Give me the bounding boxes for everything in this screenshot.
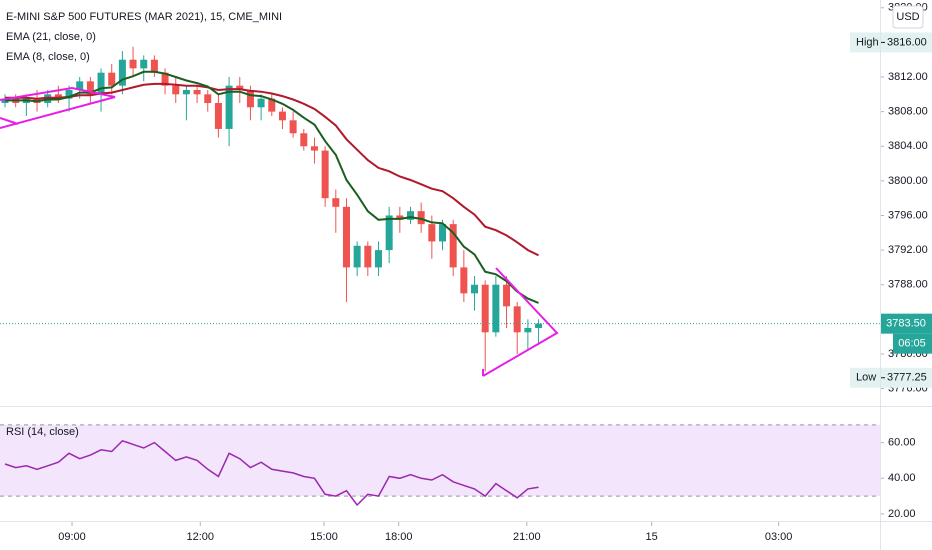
candle-body <box>417 211 425 225</box>
marker-box <box>850 367 932 388</box>
ema-line <box>5 70 539 304</box>
marker-value: 3777.25 <box>887 372 927 384</box>
candle-body <box>524 327 532 333</box>
candle-body <box>535 323 543 328</box>
currency-box[interactable] <box>892 5 924 29</box>
rsi-pane: 20.00 40.00 60.00 <box>0 424 916 520</box>
candle-body <box>503 284 511 307</box>
candle-body <box>129 59 137 69</box>
candle-body <box>513 306 521 333</box>
x-tick-label: 15:00 <box>310 531 338 543</box>
candle-body <box>140 59 148 69</box>
candle-body <box>332 198 340 207</box>
candle-body <box>236 85 244 90</box>
candle-body <box>300 133 308 147</box>
candle-body <box>86 81 94 95</box>
y-tick-label: 60.00 <box>888 437 916 449</box>
candle-body <box>214 102 222 129</box>
candle-body <box>406 211 414 220</box>
candle-body <box>268 98 276 112</box>
currency: USD <box>896 11 919 23</box>
rsi-line <box>4 439 539 507</box>
candle-body <box>492 284 500 333</box>
candle-body <box>76 81 84 90</box>
marker-box <box>850 32 932 53</box>
marker-name: High <box>856 36 879 48</box>
candle-body <box>118 59 126 86</box>
marker-name: Low <box>856 372 876 384</box>
candle-body <box>310 146 318 151</box>
ema-line <box>5 82 539 257</box>
candle-body <box>396 215 404 220</box>
candle-body <box>108 72 116 86</box>
candle-body <box>342 206 350 268</box>
y-tick-label: 3804.00 <box>888 140 928 152</box>
x-tick-label: 12:00 <box>187 531 215 543</box>
candle-body <box>65 90 73 99</box>
legend-entry: EMA (21, close, 0) <box>6 31 96 43</box>
y-tick-label: 40.00 <box>888 472 916 484</box>
marker-value: 3816.00 <box>887 36 927 48</box>
y-tick-label: 3808.00 <box>888 106 928 118</box>
candle-body <box>193 90 201 95</box>
x-tick-label: 21:00 <box>513 531 541 543</box>
candle-body <box>471 284 479 294</box>
countdown: 06:05 <box>898 338 926 350</box>
candle-body <box>161 72 169 86</box>
x-tick-label: 03:00 <box>765 531 793 543</box>
rsi-title: RSI (14, close) <box>6 426 79 438</box>
candle-body <box>257 98 265 108</box>
y-tick-label: 3800.00 <box>888 175 928 187</box>
candle-body <box>97 72 105 95</box>
y-tick-label: 3796.00 <box>888 209 928 221</box>
drawing-left <box>0 86 116 129</box>
price-pane: 3776.003780.003784.003788.003792.003796.… <box>0 2 932 394</box>
candle-body <box>225 85 233 129</box>
candle-body <box>204 94 212 103</box>
candle-body <box>439 224 447 242</box>
candle-body <box>172 85 180 95</box>
candle-body <box>321 150 329 199</box>
legend-entry: EMA (8, close, 0) <box>6 51 90 63</box>
y-tick-label: 3788.00 <box>888 279 928 291</box>
x-tick-label: 15 <box>646 531 658 543</box>
last-price-label: 3783.50 <box>886 318 926 330</box>
candle-body <box>182 90 190 95</box>
candle-body <box>289 120 297 134</box>
x-tick-label: 09:00 <box>58 531 86 543</box>
candle-body <box>246 90 254 108</box>
candle-body <box>54 94 62 99</box>
last-price-box <box>881 313 932 334</box>
candle-body <box>374 250 382 268</box>
x-tick-label: 18:00 <box>385 531 413 543</box>
candle-body <box>364 245 372 268</box>
rsi-band <box>0 424 880 497</box>
y-tick-label: 3812.00 <box>888 71 928 83</box>
candle-body <box>460 267 468 294</box>
triangle-drawing <box>0 117 19 125</box>
y-tick-label: 3792.00 <box>888 244 928 256</box>
candle-body <box>449 224 457 268</box>
chart-title: E-MINI S&P 500 FUTURES (MAR 2021), 15, C… <box>6 11 282 23</box>
triangle-drawing <box>482 267 559 377</box>
countdown-box <box>893 333 932 354</box>
candle-body <box>481 284 489 333</box>
y-tick-label: 20.00 <box>888 508 916 520</box>
candle-body <box>353 245 361 268</box>
triangle-drawing <box>0 86 116 129</box>
candle-body <box>385 215 393 251</box>
candle-body <box>278 111 286 121</box>
candle-body <box>428 224 436 242</box>
drawing-right <box>482 267 559 377</box>
candle-body <box>150 59 158 73</box>
